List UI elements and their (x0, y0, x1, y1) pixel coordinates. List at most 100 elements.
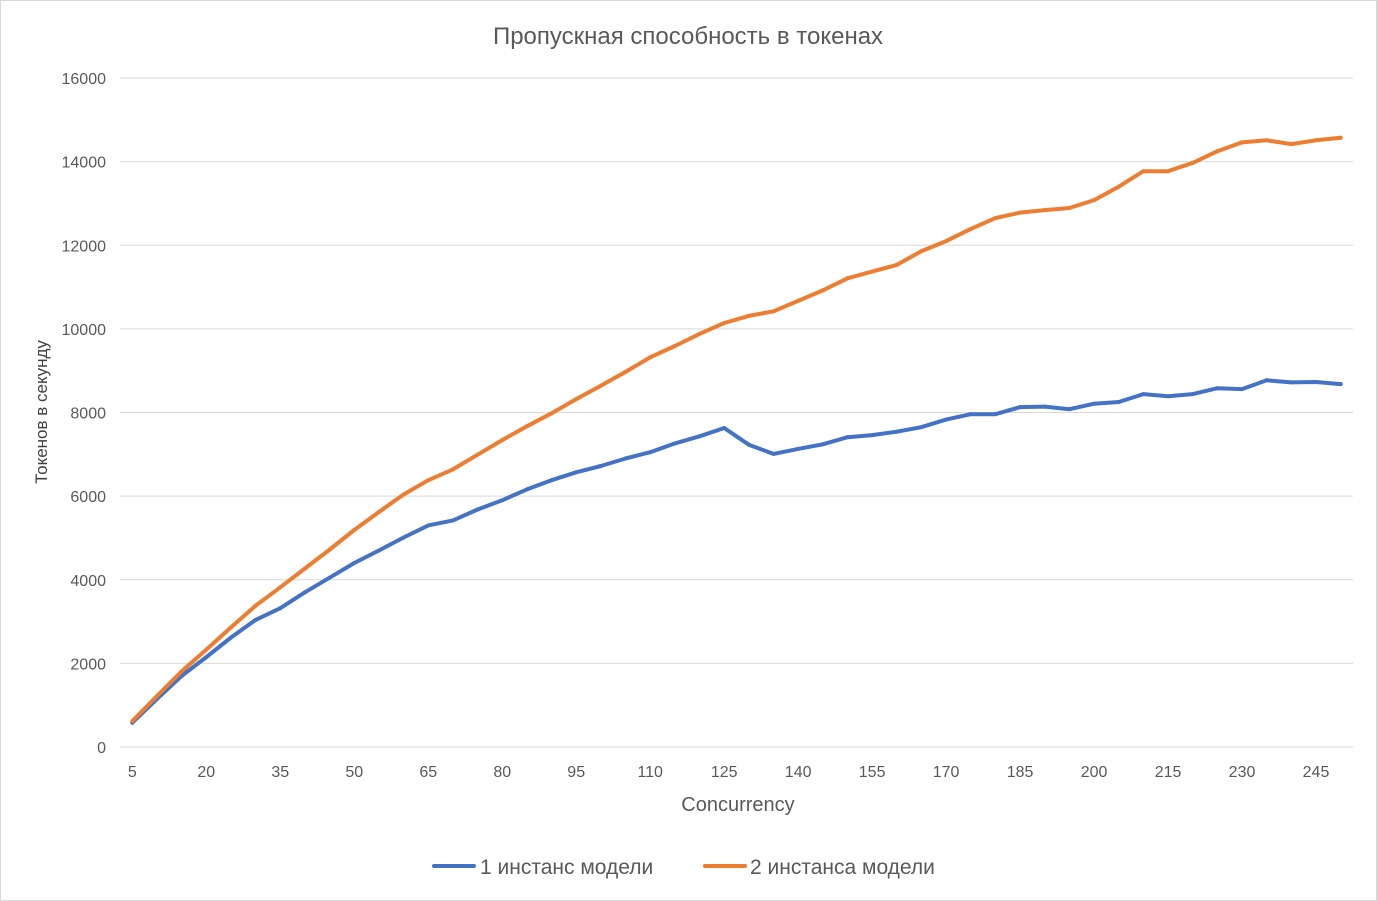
data-point (1314, 138, 1319, 143)
data-point (968, 412, 973, 417)
data-point (278, 606, 283, 611)
data-point (327, 575, 332, 580)
data-point (820, 288, 825, 293)
data-point (130, 719, 135, 724)
x-tick-label: 95 (567, 764, 585, 781)
data-point (154, 693, 159, 698)
data-point (1289, 142, 1294, 147)
data-point (302, 566, 307, 571)
y-tick-label: 10000 (62, 322, 107, 339)
data-point (1190, 392, 1195, 397)
data-point (450, 518, 455, 523)
data-point (598, 383, 603, 388)
data-point (944, 417, 949, 422)
data-point (204, 647, 209, 652)
x-tick-label: 20 (197, 764, 215, 781)
data-point (1289, 380, 1294, 385)
data-point (204, 655, 209, 660)
x-tick-label: 200 (1081, 764, 1108, 781)
x-tick-label: 185 (1007, 764, 1034, 781)
x-axis-ticks: 5 20 35 50 65 80 95 110 125 140 155 170 185 200 215 230… (128, 764, 1330, 781)
x-tick-label: 125 (711, 764, 738, 781)
x-tick-label: 5 (128, 764, 137, 781)
x-tick-label: 245 (1303, 764, 1330, 781)
data-point (1092, 401, 1097, 406)
x-axis-title: Concurrency (681, 794, 794, 816)
series-line-1 (130, 378, 1343, 725)
data-point (228, 635, 233, 640)
data-point (746, 442, 751, 447)
data-point (1215, 386, 1220, 391)
data-point (1264, 138, 1269, 143)
data-point (993, 412, 998, 417)
data-point (327, 547, 332, 552)
legend-label-series-1: 1 инстанс модели (480, 856, 653, 879)
data-point (549, 411, 554, 416)
data-point (228, 625, 233, 630)
x-tick-label: 35 (271, 764, 289, 781)
x-tick-label: 50 (345, 764, 363, 781)
data-point (845, 435, 850, 440)
data-point (253, 603, 258, 608)
data-point (598, 464, 603, 469)
data-point (278, 585, 283, 590)
x-tick-label: 230 (1229, 764, 1256, 781)
data-point (722, 321, 727, 326)
data-point (1092, 198, 1097, 203)
chart-title: Пропускная способность в токенах (493, 23, 883, 50)
y-tick-label: 14000 (62, 155, 107, 172)
x-tick-label: 110 (637, 764, 663, 781)
y-tick-label: 16000 (62, 71, 107, 88)
data-point (919, 425, 924, 430)
data-point (179, 669, 184, 674)
y-axis-title: Токенов в секунду (32, 340, 51, 484)
data-point (500, 438, 505, 443)
data-point (1314, 379, 1319, 384)
data-point (1338, 135, 1343, 140)
data-point (1067, 206, 1072, 211)
data-point (623, 369, 628, 374)
y-tick-label: 2000 (70, 656, 106, 673)
data-point (524, 424, 529, 429)
data-point (1141, 169, 1146, 174)
legend: 1 инстанс модели 2 инстанса модели (432, 856, 935, 879)
data-point (549, 478, 554, 483)
x-tick-label: 140 (785, 764, 812, 781)
data-point (870, 269, 875, 274)
data-point (1116, 184, 1121, 189)
data-point (426, 478, 431, 483)
data-point (993, 216, 998, 221)
data-point (426, 523, 431, 528)
x-tick-label: 215 (1155, 764, 1182, 781)
data-point (376, 510, 381, 515)
data-point (1042, 404, 1047, 409)
data-point (746, 313, 751, 318)
data-point (574, 397, 579, 402)
data-point (352, 561, 357, 566)
gridlines (120, 77, 1353, 748)
data-point (672, 441, 677, 446)
data-point (401, 492, 406, 497)
legend-label-series-2: 2 инстанса модели (750, 856, 935, 879)
data-point (1116, 400, 1121, 405)
data-point (796, 446, 801, 451)
data-point (352, 527, 357, 532)
data-point (1141, 392, 1146, 397)
data-point (968, 226, 973, 231)
data-point (1240, 387, 1245, 392)
series-1-points (130, 378, 1343, 725)
x-tick-label: 170 (933, 764, 960, 781)
y-tick-label: 4000 (70, 573, 106, 590)
data-point (1338, 382, 1343, 387)
data-point (648, 355, 653, 360)
data-point (376, 548, 381, 553)
data-point (894, 429, 899, 434)
y-tick-label: 8000 (70, 406, 106, 423)
data-point (672, 344, 677, 349)
data-point (1042, 208, 1047, 213)
data-point (1190, 160, 1195, 165)
data-point (401, 535, 406, 540)
data-point (771, 309, 776, 314)
